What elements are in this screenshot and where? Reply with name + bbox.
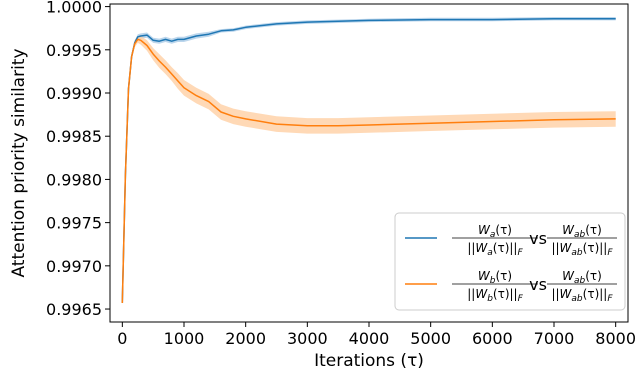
y-axis: 0.9965 0.9970 0.9975 0.9980 0.9985 0.9990 0.99… xyxy=(46,0,110,319)
x-tick-label: 0 xyxy=(117,329,127,348)
x-tick-label: 5000 xyxy=(410,329,451,348)
x-tick-label: 2000 xyxy=(225,329,266,348)
legend-rhs-numerator: Wab(τ) xyxy=(562,269,602,286)
y-axis-label: Attention priority similarity xyxy=(9,48,29,277)
legend-vs-label: vs xyxy=(529,275,547,294)
series-lines xyxy=(121,17,616,304)
x-tick-label: 1000 xyxy=(164,329,205,348)
x-tick-label: 3000 xyxy=(287,329,328,348)
x-tick-label: 4000 xyxy=(349,329,390,348)
y-tick-label: 0.9995 xyxy=(46,41,102,60)
legend-rhs-numerator: Wab(τ) xyxy=(562,223,602,240)
y-tick-label: 0.9985 xyxy=(46,127,102,146)
series-2-line xyxy=(121,38,616,304)
legend-lhs-denominator: ||Wb(τ)||F xyxy=(467,287,523,304)
x-tick-label: 6000 xyxy=(472,329,513,348)
legend-box xyxy=(394,212,626,311)
legend: Wa(τ)||Wa(τ)||Fvs Wab(τ)||Wab(τ)||FWb(τ)|… xyxy=(394,212,626,311)
y-tick-label: 1.0000 xyxy=(46,0,102,17)
x-tick-label: 8000 xyxy=(595,329,636,348)
legend-lhs-numerator: Wa(τ) xyxy=(478,223,512,240)
y-tick-label: 0.9990 xyxy=(46,84,102,103)
series-1-line xyxy=(121,17,616,304)
x-axis: 0 1000 2000 3000 4000 5000 6000 7000 8000 xyxy=(117,322,636,348)
legend-vs-label: vs xyxy=(529,229,547,248)
legend-lhs-numerator: Wb(τ) xyxy=(478,269,512,286)
y-tick-label: 0.9975 xyxy=(46,214,102,233)
legend-rhs-denominator: ||Wab(τ)||F xyxy=(551,241,613,258)
y-tick-label: 0.9970 xyxy=(46,257,102,276)
legend-rhs-denominator: ||Wab(τ)||F xyxy=(551,287,613,304)
y-tick-label: 0.9980 xyxy=(46,170,102,189)
x-axis-label: Iterations (τ) xyxy=(314,351,424,371)
x-tick-label: 7000 xyxy=(534,329,575,348)
legend-lhs-denominator: ||Wa(τ)||F xyxy=(467,241,523,258)
y-tick-label: 0.9965 xyxy=(46,300,102,319)
